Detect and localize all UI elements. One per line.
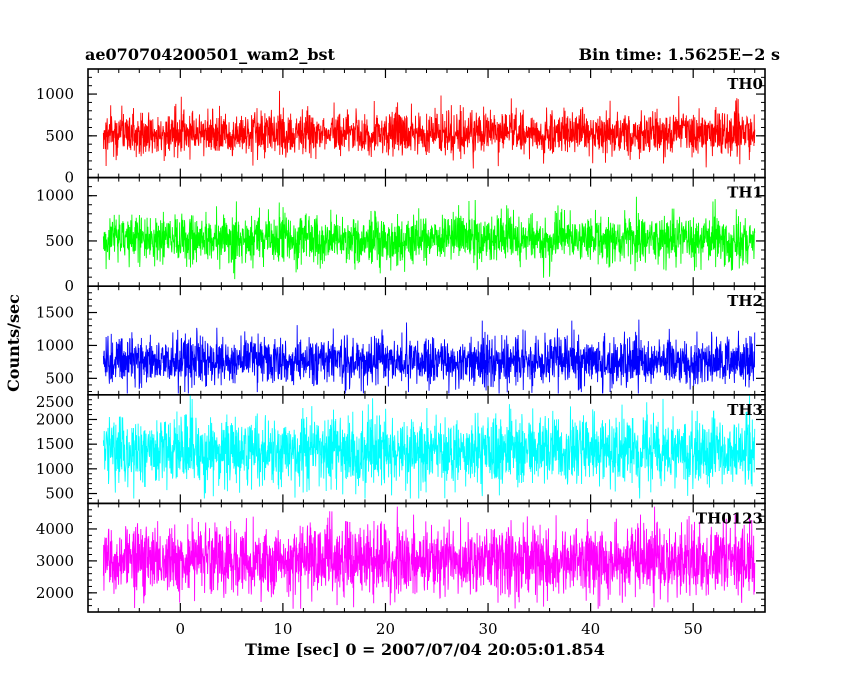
y-tick-label: 1500 xyxy=(36,435,74,453)
y-tick-label: 500 xyxy=(45,369,74,387)
x-tick-label: 0 xyxy=(176,620,186,638)
y-tick-label: 1000 xyxy=(36,187,74,205)
series-line-th0123 xyxy=(102,506,756,609)
panel-label-th3: TH3 xyxy=(727,401,763,419)
panel-label-th0123: TH0123 xyxy=(696,509,763,527)
y-tick-label: 0 xyxy=(64,277,74,295)
y-tick-label: 2000 xyxy=(36,584,74,602)
x-tick-label: 40 xyxy=(581,620,600,638)
y-tick-label: 1500 xyxy=(36,304,74,322)
y-tick-label: 2500 xyxy=(36,393,74,411)
y-tick-label: 3000 xyxy=(36,552,74,570)
series-line-th3 xyxy=(102,394,756,499)
chart-title-left: ae070704200501_wam2_bst xyxy=(85,45,336,64)
panel-label-th2: TH2 xyxy=(727,292,763,310)
series-line-th1 xyxy=(102,196,756,280)
x-tick-label: 50 xyxy=(684,620,703,638)
y-tick-label: 2000 xyxy=(36,410,74,428)
y-tick-label: 500 xyxy=(45,127,74,145)
y-tick-label: 4000 xyxy=(36,520,74,538)
x-axis-label: Time [sec] 0 = 2007/07/04 20:05:01.854 xyxy=(245,640,605,659)
y-tick-label: 500 xyxy=(45,232,74,250)
x-tick-label: 30 xyxy=(478,620,497,638)
x-tick-label: 10 xyxy=(273,620,292,638)
y-tick-label: 0 xyxy=(64,169,74,187)
chart-title-right: Bin time: 1.5625E−2 s xyxy=(579,45,780,64)
y-axis-label: Counts/sec xyxy=(4,294,23,392)
y-tick-label: 1000 xyxy=(36,85,74,103)
panel-label-th1: TH1 xyxy=(727,184,763,202)
series-line-th2 xyxy=(102,319,756,394)
y-tick-label: 1000 xyxy=(36,336,74,354)
y-tick-label: 500 xyxy=(45,485,74,503)
panel-label-th0: TH0 xyxy=(727,75,763,93)
y-tick-label: 1000 xyxy=(36,460,74,478)
x-tick-label: 20 xyxy=(376,620,395,638)
series-line-th0 xyxy=(102,90,756,169)
